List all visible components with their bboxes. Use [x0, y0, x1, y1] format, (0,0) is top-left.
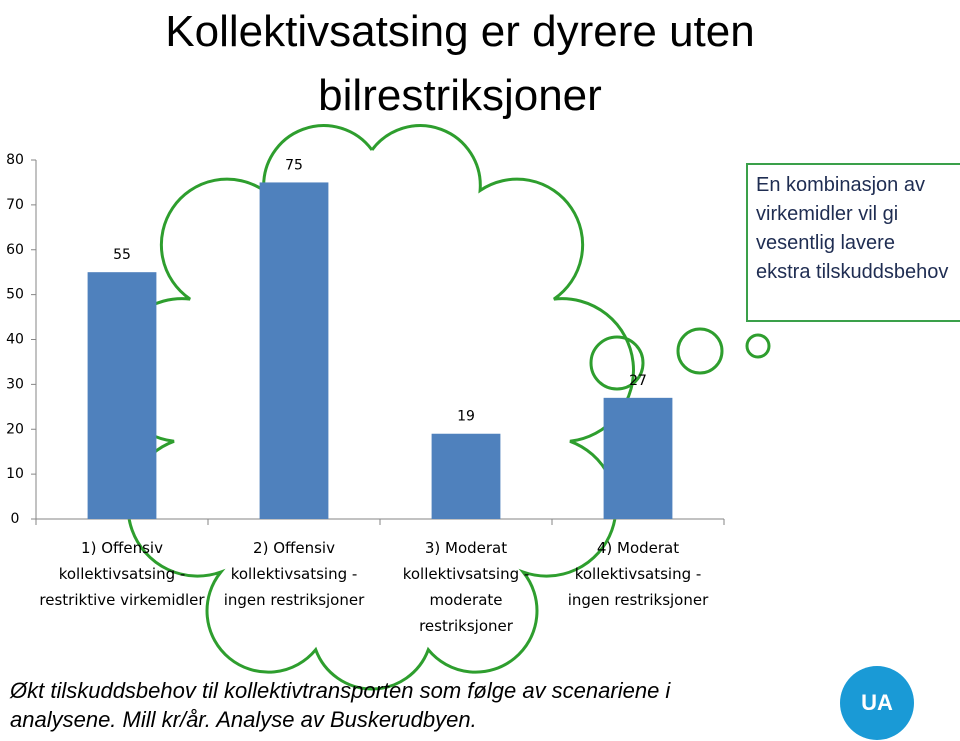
- y-tick-label: 20: [6, 421, 24, 437]
- bubble-circle: [589, 335, 645, 391]
- y-tick-label: 30: [6, 376, 24, 392]
- cloud-outline: [109, 124, 635, 691]
- logo: UA: [840, 666, 914, 740]
- bar: [431, 433, 501, 519]
- x-tick-label: 1) Offensiv kollektivsatsing - restrikti…: [39, 539, 205, 609]
- caption: Økt tilskuddsbehov til kollektivtranspor…: [10, 678, 671, 732]
- value-label: 27: [629, 373, 647, 389]
- chart-title: Kollektivsatsing er dyrere uten bilrestr…: [165, 7, 755, 120]
- y-tick-label: 80: [6, 152, 24, 168]
- thought-bubble: [109, 124, 635, 691]
- y-tick-label: 70: [6, 197, 24, 213]
- value-label: 55: [113, 247, 131, 263]
- value-label: 19: [457, 409, 475, 425]
- x-tick-label: 4) Moderat kollektivsatsing - ingen rest…: [567, 539, 709, 609]
- bubble-circle: [676, 327, 724, 375]
- bar: [259, 182, 329, 519]
- value-label: 75: [285, 157, 303, 173]
- y-tick-label: 10: [6, 466, 24, 482]
- bar: [87, 272, 157, 519]
- x-tick-label: 2) Offensiv kollektivsatsing - ingen res…: [223, 539, 365, 609]
- y-tick-label: 0: [11, 511, 20, 527]
- annotation-box: En kombinasjon av virkemidler vil gi ves…: [746, 163, 960, 322]
- y-tick-label: 40: [6, 332, 24, 348]
- x-tick-label: 3) Moderat kollektivsatsing - moderate r…: [402, 539, 530, 635]
- y-tick-label: 50: [6, 287, 24, 303]
- y-tick-label: 60: [6, 242, 24, 258]
- bubble-circle: [745, 333, 771, 359]
- bar: [603, 397, 673, 519]
